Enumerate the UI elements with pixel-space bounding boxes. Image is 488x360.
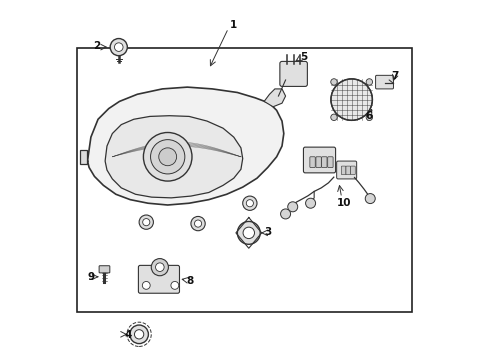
FancyBboxPatch shape — [345, 166, 350, 175]
FancyBboxPatch shape — [375, 75, 393, 89]
Text: 6: 6 — [365, 111, 372, 121]
FancyBboxPatch shape — [309, 157, 315, 167]
Text: 4: 4 — [124, 330, 132, 341]
FancyBboxPatch shape — [350, 166, 354, 175]
Circle shape — [246, 200, 253, 207]
Circle shape — [366, 114, 372, 121]
Circle shape — [139, 215, 153, 229]
FancyBboxPatch shape — [303, 147, 335, 173]
Circle shape — [142, 219, 149, 226]
Circle shape — [110, 39, 127, 56]
Text: 3: 3 — [264, 227, 271, 237]
FancyBboxPatch shape — [99, 266, 110, 273]
FancyBboxPatch shape — [315, 157, 321, 167]
Circle shape — [194, 220, 201, 227]
Circle shape — [243, 227, 254, 239]
Circle shape — [330, 79, 372, 120]
Text: 5: 5 — [299, 52, 306, 62]
Circle shape — [134, 330, 143, 339]
FancyBboxPatch shape — [341, 166, 345, 175]
Circle shape — [305, 198, 315, 208]
Polygon shape — [264, 89, 285, 107]
Text: 8: 8 — [186, 276, 193, 287]
Polygon shape — [105, 116, 242, 198]
Circle shape — [159, 148, 176, 166]
Text: 7: 7 — [390, 71, 397, 81]
Circle shape — [143, 132, 192, 181]
Circle shape — [130, 325, 148, 343]
FancyBboxPatch shape — [327, 157, 332, 167]
Circle shape — [365, 194, 374, 203]
Circle shape — [155, 263, 164, 271]
FancyBboxPatch shape — [279, 62, 307, 86]
Circle shape — [151, 258, 168, 276]
Circle shape — [330, 79, 337, 85]
Polygon shape — [87, 87, 283, 205]
Polygon shape — [80, 150, 87, 164]
Text: 10: 10 — [336, 198, 350, 208]
Circle shape — [237, 221, 260, 244]
FancyBboxPatch shape — [138, 265, 179, 293]
Bar — [77, 48, 411, 312]
Circle shape — [150, 140, 184, 174]
Circle shape — [280, 209, 290, 219]
Circle shape — [171, 282, 179, 289]
Circle shape — [366, 79, 372, 85]
Text: 2: 2 — [92, 41, 100, 51]
Circle shape — [330, 114, 337, 121]
Circle shape — [190, 216, 205, 231]
Circle shape — [142, 282, 150, 289]
Text: 9: 9 — [87, 272, 94, 282]
FancyBboxPatch shape — [336, 161, 356, 179]
Circle shape — [114, 43, 123, 51]
Circle shape — [242, 196, 257, 210]
Text: 1: 1 — [230, 19, 237, 30]
FancyBboxPatch shape — [321, 157, 326, 167]
Circle shape — [287, 202, 297, 212]
